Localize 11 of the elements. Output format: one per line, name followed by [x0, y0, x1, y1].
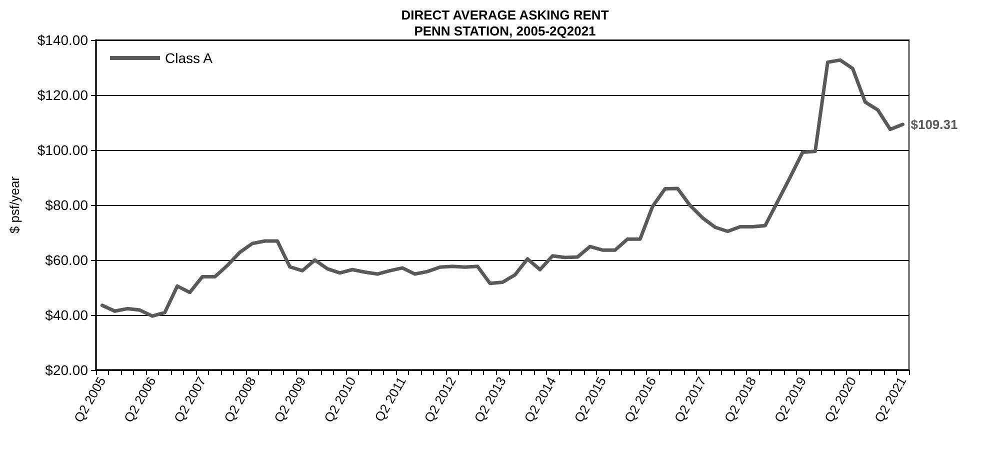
y-tick-label: $80.00: [45, 197, 88, 213]
y-tick-label: $120.00: [37, 87, 88, 103]
y-tick-label: $60.00: [45, 252, 88, 268]
y-tick-label: $40.00: [45, 307, 88, 323]
chart-title: DIRECT AVERAGE ASKING RENT PENN STATION, 2005-2Q2021: [401, 8, 609, 38]
y-axis-title: $ psf/year: [7, 176, 22, 234]
y-tick-label: $20.00: [45, 362, 88, 378]
y-tick-label: $100.00: [37, 142, 88, 158]
legend-label: Class A: [165, 50, 214, 66]
y-tick-label: $140.00: [37, 32, 88, 48]
annotation: $109.31: [910, 116, 958, 132]
